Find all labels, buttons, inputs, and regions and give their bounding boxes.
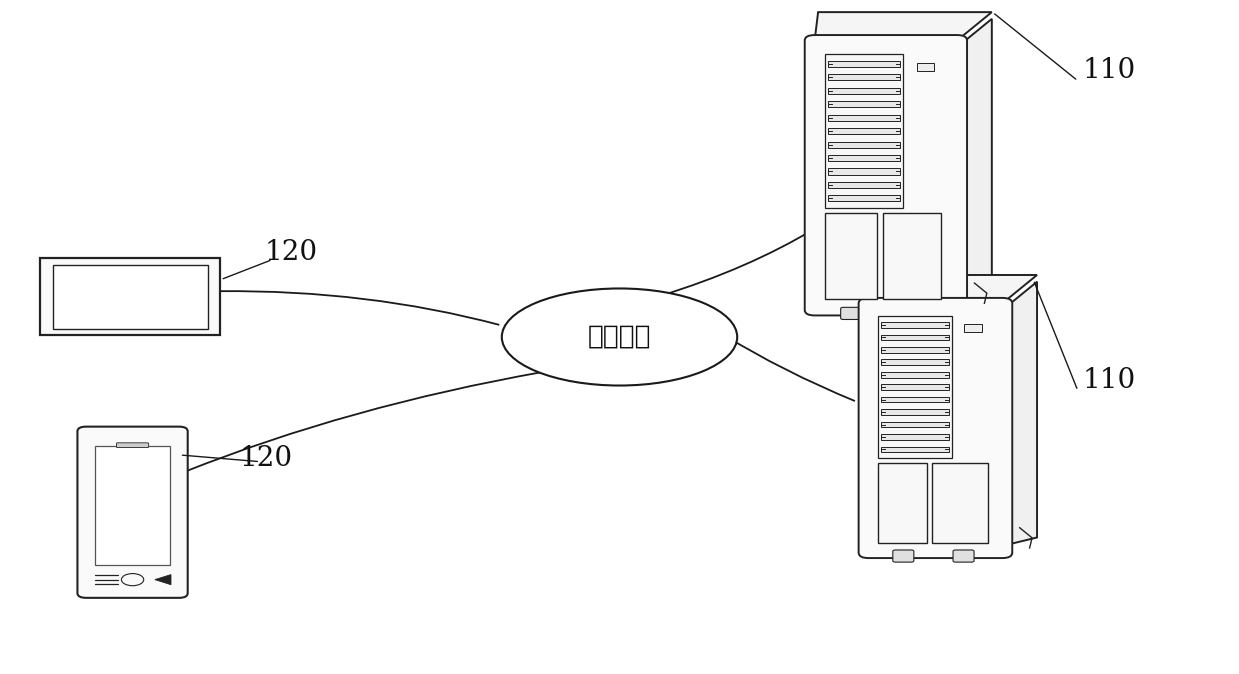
Bar [40,257,221,335]
Bar [828,182,900,188]
Bar [881,397,949,402]
FancyBboxPatch shape [805,35,966,315]
Bar [881,409,949,415]
FancyBboxPatch shape [116,443,149,448]
Bar [828,168,900,175]
Bar [881,372,949,377]
Bar [95,446,171,565]
Text: 110: 110 [1083,367,1135,394]
Bar [881,359,949,365]
Text: 110: 110 [1083,57,1135,84]
Bar [881,384,949,390]
Polygon shape [1002,282,1037,546]
Bar [825,54,903,208]
Bar [828,115,900,121]
Bar [881,447,949,452]
Bar [828,142,900,148]
Bar [828,74,900,80]
Bar [828,101,900,107]
FancyBboxPatch shape [893,550,914,562]
Bar [52,264,207,328]
Bar [825,213,877,299]
Bar [881,347,949,353]
Polygon shape [957,19,991,303]
Text: 120: 120 [240,445,292,472]
Bar [828,155,900,161]
Bar [932,463,987,543]
Bar [828,88,900,94]
Bar [917,63,934,71]
Polygon shape [155,574,171,584]
Bar [881,434,949,439]
Bar [828,195,900,202]
FancyBboxPatch shape [904,307,927,319]
Bar [881,322,949,328]
FancyBboxPatch shape [77,427,188,598]
Bar [828,128,900,134]
Text: 有线网络: 有线网络 [587,324,652,350]
Polygon shape [869,275,1037,303]
Ellipse shape [502,288,737,386]
Bar [878,463,927,543]
Bar [878,315,952,458]
Polygon shape [814,12,991,40]
FancyBboxPatch shape [953,550,974,562]
Bar [828,61,900,67]
Bar [882,213,942,299]
FancyBboxPatch shape [840,307,862,319]
Bar [964,324,981,332]
FancyBboxPatch shape [859,298,1012,558]
Bar [881,334,949,340]
Text: 120: 120 [265,239,317,266]
Bar [881,422,949,427]
